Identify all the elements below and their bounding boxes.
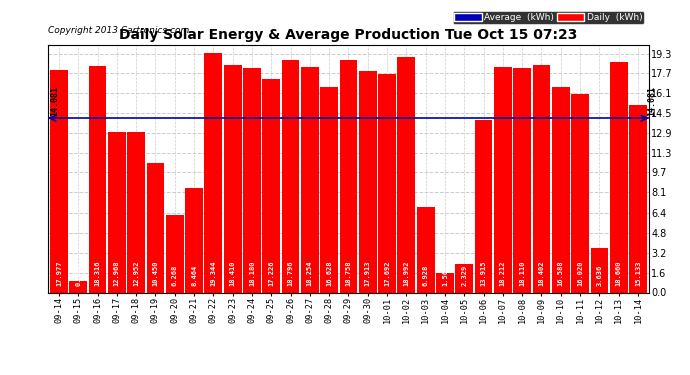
Text: 19.344: 19.344 bbox=[210, 261, 217, 286]
Text: 16.628: 16.628 bbox=[326, 261, 332, 286]
Text: 18.316: 18.316 bbox=[95, 261, 101, 286]
Bar bbox=[359, 71, 377, 292]
Bar bbox=[69, 281, 87, 292]
Text: 2.329: 2.329 bbox=[461, 265, 467, 286]
Bar bbox=[243, 68, 261, 292]
Text: 18.402: 18.402 bbox=[538, 261, 544, 286]
Text: Copyright 2013 Cartronics.com: Copyright 2013 Cartronics.com bbox=[48, 26, 190, 35]
Text: 14.081: 14.081 bbox=[50, 86, 59, 116]
Text: 13.915: 13.915 bbox=[480, 261, 486, 286]
Bar bbox=[50, 70, 68, 292]
Text: 6.268: 6.268 bbox=[172, 265, 178, 286]
Text: 1.562: 1.562 bbox=[442, 265, 448, 286]
Bar bbox=[475, 120, 493, 292]
Bar bbox=[185, 188, 203, 292]
Text: 6.928: 6.928 bbox=[423, 265, 428, 286]
Text: 10.450: 10.450 bbox=[152, 261, 159, 286]
Bar bbox=[224, 64, 241, 292]
Text: 8.464: 8.464 bbox=[191, 265, 197, 286]
Text: 12.968: 12.968 bbox=[114, 261, 120, 286]
Bar bbox=[301, 67, 319, 292]
Bar bbox=[629, 105, 647, 292]
Text: 18.796: 18.796 bbox=[288, 261, 293, 286]
Bar bbox=[339, 60, 357, 292]
Bar bbox=[262, 80, 280, 292]
Bar bbox=[610, 62, 628, 292]
Bar bbox=[146, 163, 164, 292]
Text: 16.020: 16.020 bbox=[577, 261, 583, 286]
Text: 17.226: 17.226 bbox=[268, 261, 274, 286]
Text: 15.133: 15.133 bbox=[635, 261, 641, 286]
Text: 12.952: 12.952 bbox=[133, 261, 139, 286]
Legend: Average  (kWh), Daily  (kWh): Average (kWh), Daily (kWh) bbox=[453, 11, 644, 24]
Bar bbox=[571, 94, 589, 292]
Bar bbox=[166, 215, 184, 292]
Title: Daily Solar Energy & Average Production Tue Oct 15 07:23: Daily Solar Energy & Average Production … bbox=[119, 28, 578, 42]
Bar bbox=[88, 66, 106, 292]
Bar bbox=[455, 264, 473, 292]
Bar bbox=[552, 87, 570, 292]
Text: 17.913: 17.913 bbox=[365, 261, 371, 286]
Bar bbox=[494, 67, 512, 292]
Bar bbox=[533, 65, 551, 292]
Text: 18.110: 18.110 bbox=[519, 261, 525, 286]
Bar bbox=[127, 132, 145, 292]
Bar bbox=[204, 53, 222, 292]
Text: 0.906: 0.906 bbox=[75, 265, 81, 286]
Text: 17.977: 17.977 bbox=[56, 261, 62, 286]
Text: 18.758: 18.758 bbox=[346, 261, 351, 286]
Bar bbox=[378, 74, 396, 292]
Text: 16.588: 16.588 bbox=[558, 261, 564, 286]
Text: 14.081: 14.081 bbox=[647, 86, 656, 116]
Bar bbox=[397, 57, 415, 292]
Text: 18.660: 18.660 bbox=[615, 261, 622, 286]
Text: 18.410: 18.410 bbox=[230, 261, 236, 286]
Text: 18.254: 18.254 bbox=[307, 261, 313, 286]
Text: 18.212: 18.212 bbox=[500, 261, 506, 286]
Text: 18.992: 18.992 bbox=[404, 261, 409, 286]
Bar bbox=[282, 60, 299, 292]
Bar bbox=[591, 248, 609, 292]
Text: 18.180: 18.180 bbox=[249, 261, 255, 286]
Text: 17.692: 17.692 bbox=[384, 261, 390, 286]
Bar bbox=[417, 207, 435, 292]
Bar bbox=[513, 68, 531, 292]
Bar bbox=[320, 87, 338, 292]
Text: 3.636: 3.636 bbox=[596, 265, 602, 286]
Bar bbox=[436, 273, 454, 292]
Bar bbox=[108, 132, 126, 292]
